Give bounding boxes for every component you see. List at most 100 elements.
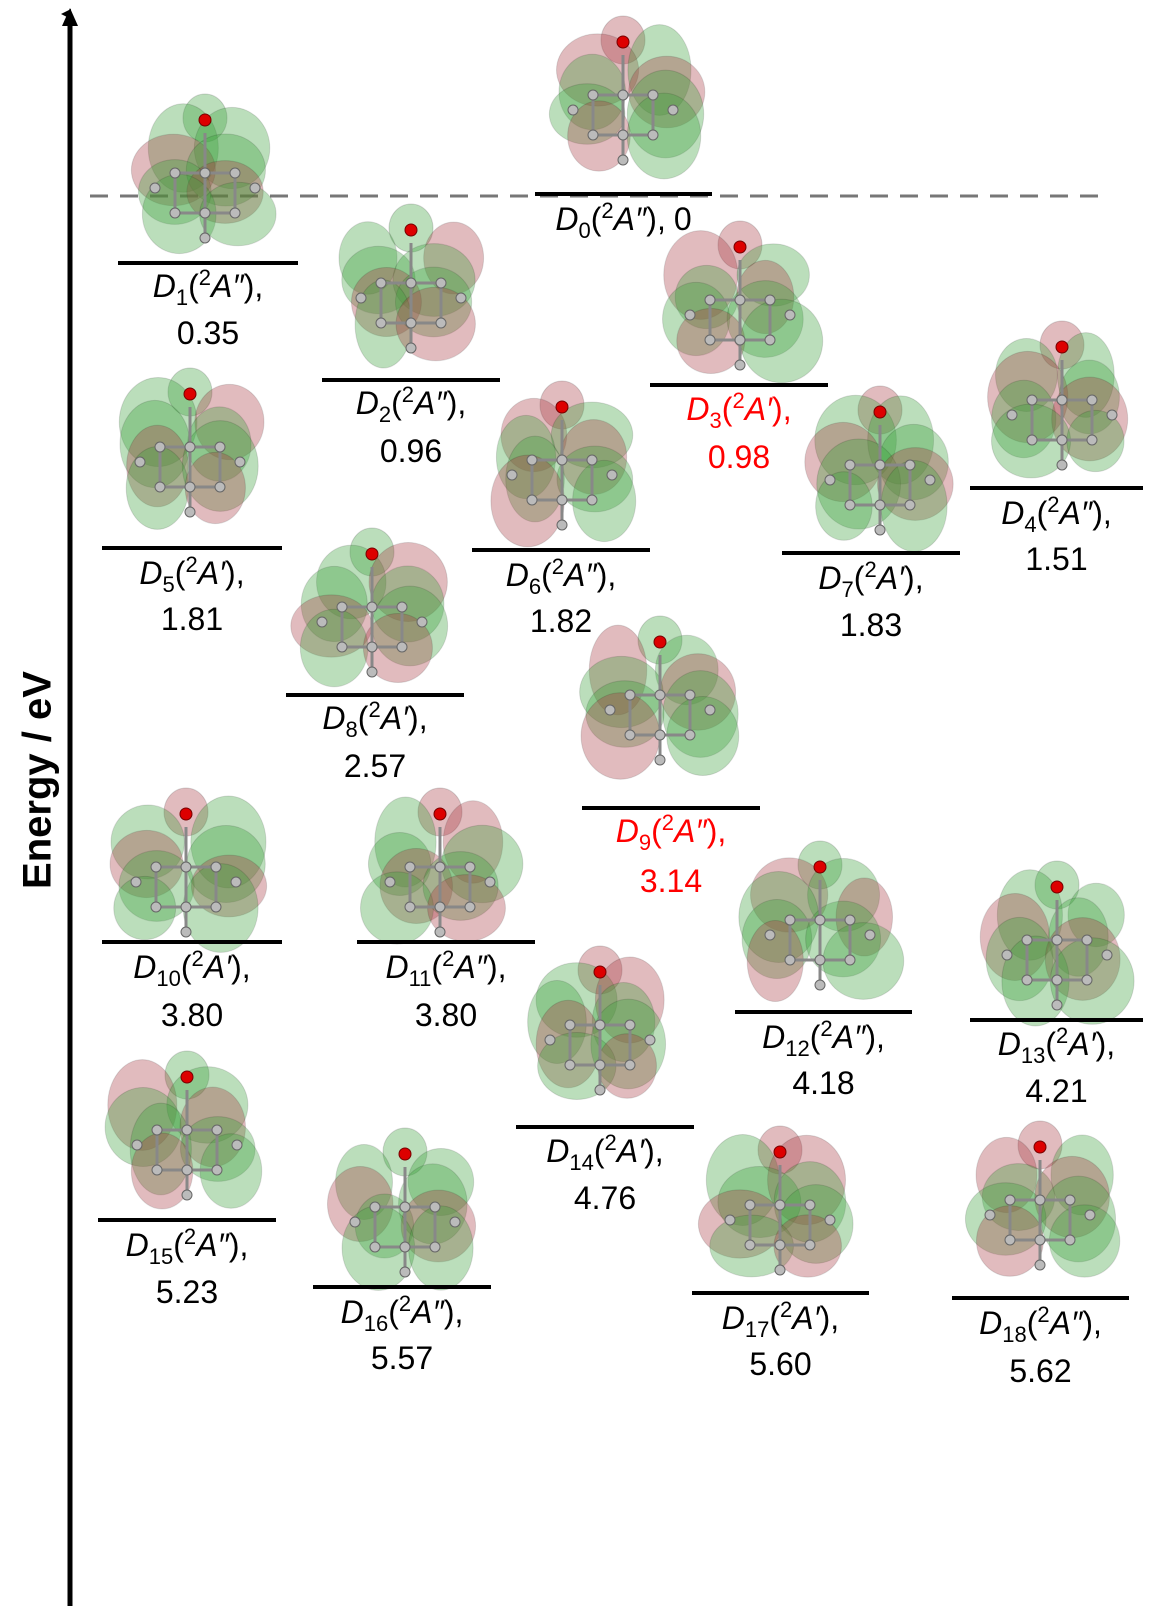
- atom: [356, 293, 366, 303]
- atom: [785, 310, 795, 320]
- atom: [337, 642, 347, 652]
- label-part: (: [854, 560, 865, 596]
- atom: [1035, 1195, 1045, 1205]
- atom: [925, 475, 935, 485]
- orbital-image: [327, 1128, 475, 1290]
- atom: [655, 755, 665, 765]
- atom: [155, 482, 165, 492]
- orbital-image: [110, 788, 267, 952]
- label-part: 12: [785, 1036, 809, 1061]
- atom: [745, 1240, 755, 1250]
- atom: [232, 1140, 242, 1150]
- atom: [151, 862, 161, 872]
- label-part: (: [391, 385, 402, 421]
- atom: [825, 1215, 835, 1225]
- atom: [1005, 1235, 1015, 1245]
- label-part: D: [762, 1019, 785, 1055]
- label-part: A″: [452, 949, 488, 985]
- energy-value: 0.98: [708, 439, 770, 475]
- atom: [400, 1267, 410, 1277]
- atom: [568, 105, 578, 115]
- atom: [436, 278, 446, 288]
- oxygen-atom: [874, 406, 886, 418]
- atom: [595, 1060, 605, 1070]
- atom: [337, 602, 347, 612]
- label-part: (: [181, 949, 192, 985]
- label-part: 16: [364, 1311, 388, 1336]
- atom: [230, 168, 240, 178]
- orbital-image: [339, 204, 484, 368]
- label-part: 2: [399, 1291, 411, 1316]
- atom: [1052, 1000, 1062, 1010]
- label-part: A″: [672, 813, 708, 849]
- atom: [605, 705, 615, 715]
- oxygen-atom: [1056, 341, 1068, 353]
- atom: [152, 1125, 162, 1135]
- state-label: D13(2A′),: [998, 1023, 1115, 1068]
- atom: [645, 1035, 655, 1045]
- label-part: (: [1037, 495, 1048, 531]
- atom: [1102, 950, 1112, 960]
- atom: [618, 155, 628, 165]
- atom: [985, 1210, 995, 1220]
- atom: [1005, 1195, 1015, 1205]
- energy-value: 3.80: [415, 997, 477, 1033]
- atom: [507, 470, 517, 480]
- atom: [655, 690, 665, 700]
- label-part: 15: [149, 1244, 173, 1269]
- atom: [435, 862, 445, 872]
- atom: [527, 455, 537, 465]
- orbital-image: [980, 861, 1134, 1026]
- atom: [182, 1190, 192, 1200]
- oxygen-atom: [405, 224, 417, 236]
- label-part: A″: [1058, 495, 1094, 531]
- oxygen-atom: [399, 1148, 411, 1160]
- atom: [685, 310, 695, 320]
- atom: [735, 360, 745, 370]
- orbital-image: [988, 321, 1128, 478]
- state-label: D7(2A′),: [818, 557, 923, 602]
- state-label: D10(2A′),: [133, 946, 250, 991]
- atom: [385, 877, 395, 887]
- atom: [588, 90, 598, 100]
- label-part: A′: [790, 1300, 820, 1336]
- atom: [765, 930, 775, 940]
- label-part: 2: [552, 554, 564, 579]
- atom: [765, 295, 775, 305]
- label-part: A″: [1048, 1305, 1084, 1341]
- orbital-image: [739, 841, 904, 1002]
- atom: [185, 482, 195, 492]
- energy-value: 5.62: [1009, 1353, 1071, 1389]
- atom: [775, 1240, 785, 1250]
- label-part: 2: [402, 382, 414, 407]
- label-part: 14: [569, 1150, 593, 1175]
- atom: [1035, 1260, 1045, 1270]
- atom: [805, 1240, 815, 1250]
- label-part: ),: [707, 813, 727, 849]
- atom: [705, 705, 715, 715]
- state-label: D11(2A″),: [385, 946, 506, 991]
- label-part: 17: [745, 1317, 769, 1342]
- atom: [350, 1217, 360, 1227]
- atom: [1057, 460, 1067, 470]
- label-part: (: [651, 813, 662, 849]
- atom: [595, 1020, 605, 1030]
- label-part: D: [555, 201, 578, 237]
- atom: [397, 642, 407, 652]
- state-label: D9(2A″),: [616, 810, 726, 855]
- state-label: D12(2A″),: [762, 1016, 885, 1061]
- oxygen-atom: [1034, 1141, 1046, 1153]
- energy-value: 1.83: [840, 607, 902, 643]
- atom: [370, 1202, 380, 1212]
- label-part: (: [188, 268, 199, 304]
- energy-diagram: Energy / eV D0(2A″),0D1(2A″),0.35D2(2A″)…: [0, 0, 1171, 1606]
- atom: [595, 1085, 605, 1095]
- energy-value: 1.51: [1025, 541, 1087, 577]
- axis-arrow: [62, 8, 78, 26]
- atom: [815, 980, 825, 990]
- state-label: D6(2A″),: [506, 554, 616, 599]
- label-part: A″: [612, 201, 648, 237]
- atom: [200, 168, 210, 178]
- atom: [705, 335, 715, 345]
- oxygen-atom: [654, 636, 666, 648]
